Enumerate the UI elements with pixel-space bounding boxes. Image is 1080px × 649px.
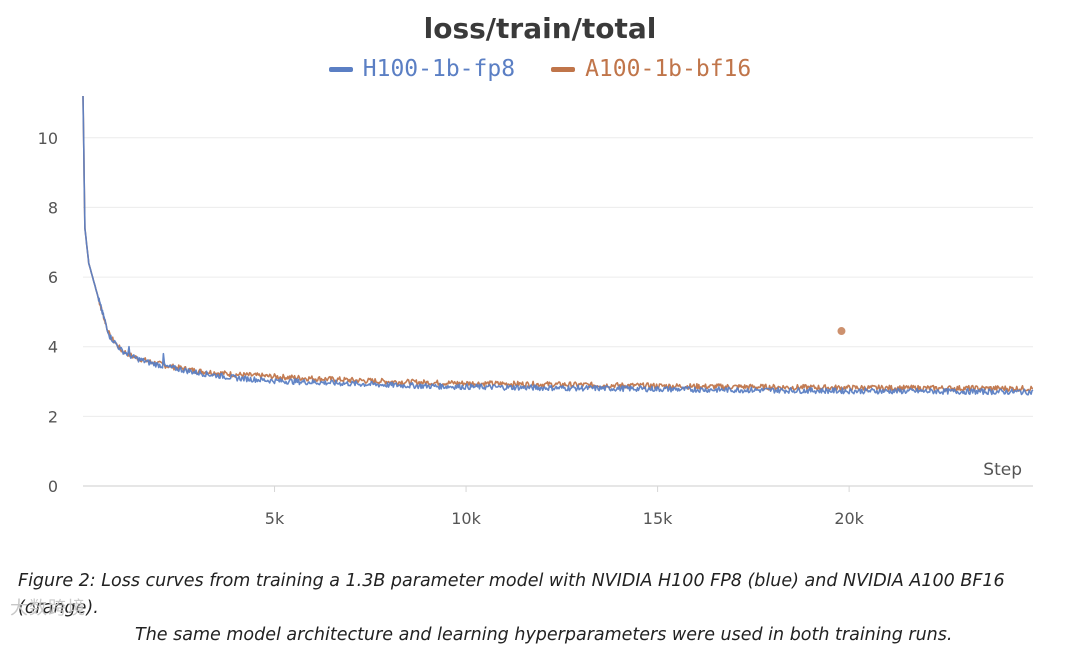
y-tick-label: 4 xyxy=(48,338,58,357)
watermark-text: 大数跨境 xyxy=(10,598,86,619)
y-tick-label: 0 xyxy=(48,477,58,496)
caption-line-2: The same model architecture and learning… xyxy=(135,625,953,645)
x-axis-label: Step xyxy=(983,460,1022,480)
x-tick-label: 15k xyxy=(643,509,673,528)
x-tick-label: 5k xyxy=(265,509,285,528)
legend-swatch-h100 xyxy=(328,66,353,72)
legend-item-h100[interactable]: H100-1b-fp8 xyxy=(328,56,516,82)
legend-swatch-a100 xyxy=(551,66,576,72)
figure-caption: Figure 2: Loss curves from training a 1.… xyxy=(18,568,1078,649)
y-tick-label: 6 xyxy=(48,268,58,287)
series-line-h100 xyxy=(82,95,1034,396)
y-tick-label: 8 xyxy=(48,198,58,217)
x-tick-label: 10k xyxy=(451,509,481,528)
legend-item-a100[interactable]: A100-1b-bf16 xyxy=(551,56,751,82)
chart-title: loss/train/total xyxy=(423,12,657,45)
chart: loss/train/total H100-1b-fp8 A100-1b-bf1… xyxy=(0,12,1080,528)
legend-label-a100: A100-1b-bf16 xyxy=(585,56,752,82)
legend-label-h100: H100-1b-fp8 xyxy=(362,56,516,82)
outlier-point xyxy=(837,327,846,336)
y-tick-label: 10 xyxy=(38,129,58,148)
y-tick-label: 2 xyxy=(48,407,58,426)
legend: H100-1b-fp8 A100-1b-bf16 xyxy=(0,56,1080,82)
caption-line-1: Figure 2: Loss curves from training a 1.… xyxy=(18,571,1005,618)
x-tick-label: 20k xyxy=(834,509,864,528)
chart-plot: 0 2 4 6 8 10 5k 10k 15k 20k Step xyxy=(38,95,1034,528)
